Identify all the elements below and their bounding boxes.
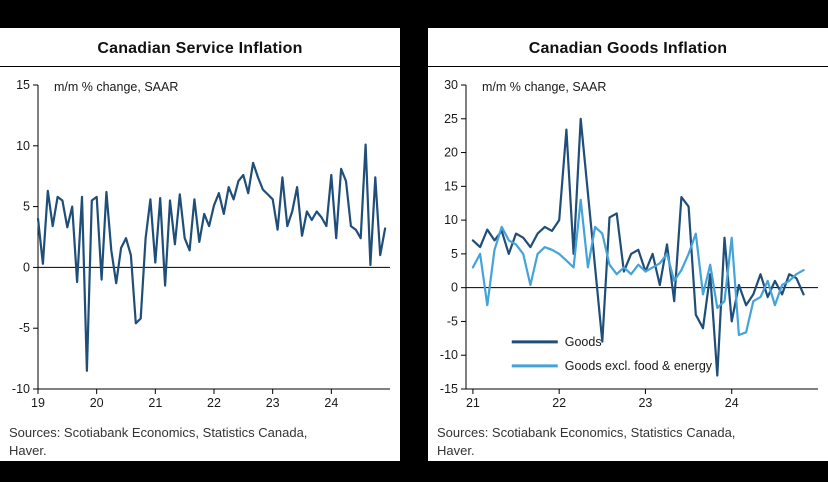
svg-text:m/m % change, SAAR: m/m % change, SAAR (54, 80, 178, 94)
panel-service-inflation: Canadian Service Inflation -10 -5 0 5 10 15 19… (0, 28, 400, 461)
svg-text:21: 21 (148, 396, 162, 410)
title-divider (428, 66, 828, 67)
svg-text:30: 30 (444, 78, 458, 92)
svg-text:22: 22 (207, 396, 221, 410)
svg-text:10: 10 (16, 139, 30, 153)
svg-text:-10: -10 (440, 348, 458, 362)
title-divider (0, 66, 400, 67)
svg-text:0: 0 (23, 260, 30, 274)
svg-text:-5: -5 (19, 321, 30, 335)
chart-title-service: Canadian Service Inflation (97, 40, 303, 57)
svg-text:24: 24 (725, 396, 739, 410)
svg-text:Goods: Goods (565, 335, 602, 349)
svg-text:25: 25 (444, 112, 458, 126)
sources-note: Sources: Scotiabank Economics, Statistic… (437, 425, 736, 459)
svg-text:22: 22 (552, 396, 566, 410)
svg-text:5: 5 (451, 247, 458, 261)
svg-text:-15: -15 (440, 382, 458, 396)
svg-text:-5: -5 (447, 314, 458, 328)
svg-text:-10: -10 (12, 382, 30, 396)
svg-text:20: 20 (444, 146, 458, 160)
svg-text:20: 20 (90, 396, 104, 410)
chart-title-goods: Canadian Goods Inflation (528, 40, 728, 57)
svg-text:21: 21 (466, 396, 480, 410)
svg-text:0: 0 (451, 281, 458, 295)
svg-text:23: 23 (638, 396, 652, 410)
svg-text:15: 15 (16, 78, 30, 92)
service-inflation-chart: -10 -5 0 5 10 15 19 20 21 22 23 24 m/m % change, SAA… (12, 78, 390, 410)
svg-text:15: 15 (444, 179, 458, 193)
svg-text:19: 19 (31, 396, 45, 410)
panel-goods-inflation: Canadian Goods Inflation -15 -10 -5 0 5 10 15 2… (428, 28, 828, 461)
svg-text:23: 23 (266, 396, 280, 410)
svg-text:10: 10 (444, 213, 458, 227)
svg-text:m/m % change, SAAR: m/m % change, SAAR (482, 80, 606, 94)
svg-text:24: 24 (324, 396, 338, 410)
goods-inflation-chart: -15 -10 -5 0 5 10 15 20 25 30 21 22 23 24 m/m % change… (440, 78, 818, 410)
sources-note: Sources: Scotiabank Economics, Statistic… (9, 425, 308, 459)
svg-text:5: 5 (23, 200, 30, 214)
svg-text:Goods excl. food & energy: Goods excl. food & energy (565, 359, 713, 373)
